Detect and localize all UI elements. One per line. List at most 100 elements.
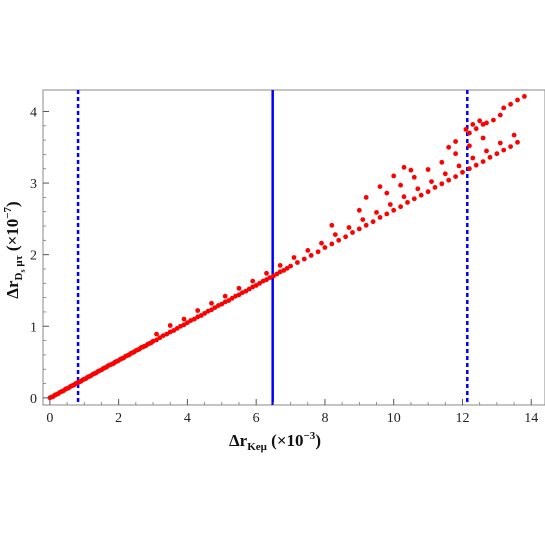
x-tick-label: 0: [46, 411, 53, 426]
data-point: [522, 94, 527, 99]
data-point: [363, 195, 369, 200]
data-point: [322, 245, 328, 250]
data-point: [508, 101, 513, 107]
data-point: [374, 210, 379, 215]
data-point: [356, 226, 362, 232]
data-point: [377, 184, 383, 190]
data-point: [387, 202, 393, 207]
data-point: [411, 196, 417, 202]
y-axis-ticks: 0 1 2 3 4: [30, 105, 49, 407]
data-point: [467, 143, 472, 149]
data-point: [484, 148, 489, 154]
data-point: [467, 130, 472, 136]
data-point: [305, 248, 311, 253]
data-point: [391, 173, 397, 179]
data-point: [209, 300, 214, 306]
data-point: [453, 151, 458, 157]
data-point: [284, 265, 290, 271]
data-point: [243, 288, 249, 294]
data-point: [250, 278, 256, 284]
data-point: [470, 122, 476, 127]
data-point: [222, 293, 228, 299]
data-point: [219, 301, 225, 307]
data-point: [477, 118, 483, 124]
data-point: [401, 194, 407, 200]
data-point: [508, 144, 513, 150]
y-tick-label: 0: [30, 392, 37, 407]
data-point: [511, 132, 517, 138]
x-tick-label: 14: [524, 411, 538, 426]
data-point: [301, 256, 307, 262]
data-point: [501, 105, 507, 111]
data-point: [442, 171, 448, 177]
data-point: [291, 255, 297, 260]
data-point: [226, 298, 232, 303]
data-point: [484, 120, 489, 126]
data-point: [398, 182, 403, 188]
data-point: [329, 222, 335, 228]
y-tick-label: 4: [30, 105, 37, 120]
data-point: [202, 311, 208, 316]
data-point: [473, 126, 479, 132]
data-point: [405, 200, 410, 205]
data-point: [446, 177, 452, 183]
data-point: [425, 167, 431, 172]
data-point: [336, 237, 342, 243]
data-point: [191, 316, 197, 322]
data-point: [295, 260, 300, 265]
data-points: [47, 94, 527, 401]
reference-lines: [76, 90, 469, 405]
data-point: [319, 240, 324, 246]
data-point: [439, 181, 445, 187]
data-point: [408, 167, 414, 173]
x-tick-label: 8: [321, 411, 328, 426]
data-point: [356, 207, 362, 213]
x-axis-title: ΔrKeμ (×10−3): [229, 430, 321, 453]
data-point: [236, 292, 242, 298]
data-point: [185, 320, 190, 326]
data-point: [167, 323, 173, 328]
data-point: [480, 135, 486, 141]
data-point: [453, 139, 458, 144]
data-point: [350, 230, 355, 235]
y-tick-label: 3: [30, 177, 37, 192]
y-tick-label: 2: [30, 249, 37, 264]
data-point: [497, 112, 503, 118]
data-point: [346, 225, 352, 230]
data-point: [401, 164, 407, 170]
data-point: [497, 140, 503, 146]
data-point: [181, 316, 187, 322]
data-point: [212, 305, 218, 310]
data-point: [384, 211, 390, 217]
data-point: [257, 280, 262, 286]
data-point: [391, 207, 397, 213]
data-point: [501, 147, 507, 153]
data-point: [432, 185, 438, 190]
data-point: [288, 263, 293, 269]
x-tick-label: 4: [184, 411, 191, 426]
data-point: [467, 166, 472, 172]
data-point: [491, 117, 496, 123]
data-point: [456, 163, 462, 169]
data-point: [274, 271, 280, 277]
data-point: [470, 155, 476, 161]
x-tick-label: 6: [253, 411, 260, 426]
data-point: [154, 331, 159, 337]
data-point: [377, 215, 383, 220]
data-point: [515, 97, 520, 103]
plot-frame: [42, 89, 545, 406]
data-point: [480, 159, 486, 165]
data-point: [398, 204, 403, 210]
data-point: [460, 169, 465, 175]
y-tick-label: 1: [30, 320, 37, 335]
data-point: [195, 308, 201, 313]
data-point: [425, 189, 431, 195]
data-point: [315, 249, 321, 255]
data-point: [154, 337, 159, 343]
data-point: [463, 126, 469, 132]
data-point: [209, 307, 214, 313]
data-point: [418, 192, 424, 198]
data-point: [429, 179, 434, 185]
data-point: [494, 151, 500, 157]
